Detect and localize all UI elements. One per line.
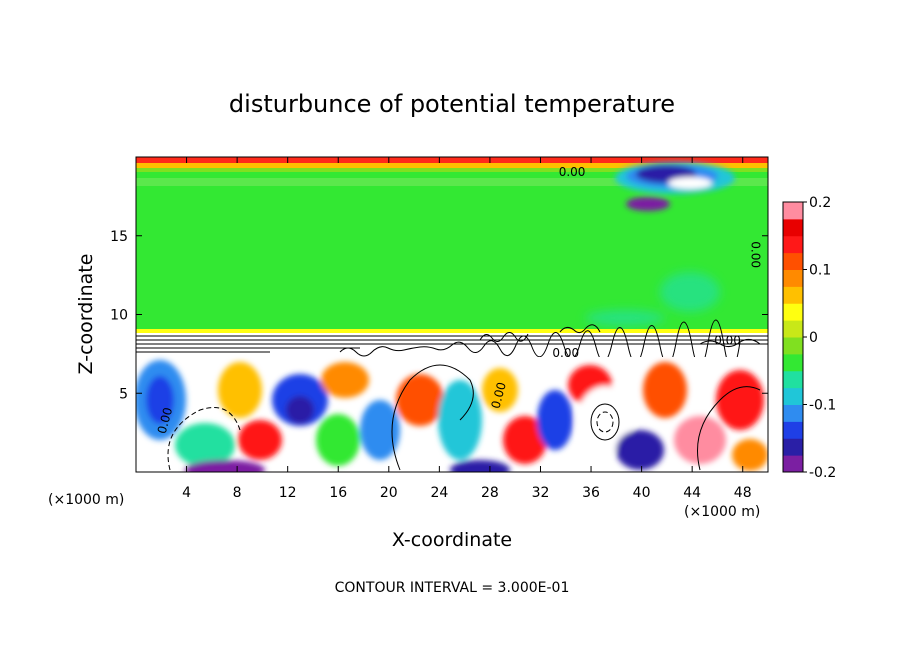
- x-tick-label: 8: [233, 485, 242, 501]
- colorbar-swatch: [783, 202, 803, 220]
- y-tick-label: 10: [110, 308, 128, 324]
- x-tick-label: 4: [182, 485, 191, 501]
- inversion-turbulence: [339, 319, 761, 370]
- contour-label: 0.00: [552, 346, 579, 360]
- plot-area: [136, 157, 768, 472]
- lower-contours: [167, 364, 761, 471]
- colorbar-swatch: [783, 303, 803, 321]
- colorbar-swatch: [783, 286, 803, 304]
- x-tick-label: 12: [279, 485, 297, 501]
- chart-title: disturbunce of potential temperature: [229, 90, 675, 118]
- contour-label: 0.00: [714, 333, 741, 347]
- upper-right-cyan: [585, 272, 720, 326]
- colorbar-swatch: [783, 235, 803, 254]
- field-top-band-light: [136, 178, 768, 186]
- x-unit-label-right: (×1000 m): [684, 504, 760, 520]
- contour-label: 0.00: [559, 165, 586, 179]
- x-tick-label: 16: [329, 485, 347, 501]
- colorbar-tick-label: 0: [809, 330, 818, 346]
- contour-label: 0.00: [749, 241, 763, 268]
- upper-cold-blob: [615, 162, 735, 211]
- colorbar-swatch: [783, 421, 803, 439]
- colorbar-tick-label: 0.1: [809, 263, 831, 279]
- field-top-band-red: [136, 157, 768, 163]
- colorbar-swatch: [783, 320, 803, 338]
- contour-interval-note: CONTOUR INTERVAL = 3.000E-01: [335, 580, 570, 596]
- contour-label: 0.00: [155, 406, 175, 435]
- x-tick-label: 24: [430, 485, 448, 501]
- colorbar-swatch: [783, 337, 803, 355]
- x-tick-label: 44: [683, 485, 701, 501]
- x-tick-label: 32: [532, 485, 550, 501]
- colorbar-tick-label: -0.2: [809, 465, 836, 481]
- colorbar-tick-label: -0.1: [809, 398, 836, 414]
- x-unit-label-left: (×1000 m): [48, 492, 124, 508]
- colorbar-swatch: [783, 353, 803, 372]
- y-axis: 5 10 15: [110, 229, 768, 402]
- x-tick-label: 36: [582, 485, 600, 501]
- colorbar: 0.2 0.1 0 -0.1 -0.2: [782, 195, 836, 481]
- contour-label: 0.00: [488, 381, 508, 410]
- colorbar-tick-label: 0.2: [809, 195, 831, 211]
- y-axis-label: Z-coordinate: [75, 254, 97, 375]
- colorbar-swatch: [783, 404, 803, 422]
- x-tick-label: 48: [734, 485, 752, 501]
- y-tick-label: 5: [119, 386, 128, 402]
- field-top-band-orange: [136, 163, 768, 168]
- y-tick-label: 15: [110, 229, 128, 245]
- inversion-lines: [136, 335, 768, 353]
- field-top-band-lime: [136, 168, 768, 172]
- x-tick-label: 28: [481, 485, 499, 501]
- colorbar-swatch: [783, 438, 803, 456]
- colorbar-swatch: [783, 387, 803, 405]
- colorbar-swatch: [783, 455, 803, 473]
- x-tick-label: 20: [380, 485, 398, 501]
- x-axis-label: X-coordinate: [392, 529, 512, 551]
- colorbar-swatch: [783, 269, 803, 287]
- colorbar-swatch: [783, 370, 803, 389]
- colorbar-swatch: [783, 218, 803, 237]
- x-tick-label: 40: [633, 485, 651, 501]
- contour-labels: 0.00 0.00 0.00 0.00 0.00 0.00: [155, 165, 763, 435]
- x-axis: 4 8 12 16 20 24 28 32 36 40 44 48: [182, 157, 752, 501]
- inversion-yellow: [136, 329, 768, 333]
- colorbar-swatch: [783, 252, 803, 270]
